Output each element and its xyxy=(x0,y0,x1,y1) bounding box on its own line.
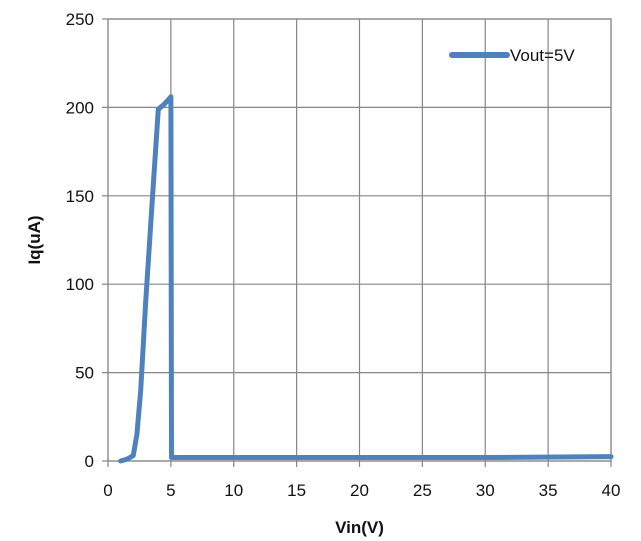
x-tick-label: 35 xyxy=(539,481,558,500)
grid-lines xyxy=(107,18,612,462)
y-tick-label: 0 xyxy=(85,452,94,471)
y-axis-title: Iq(uA) xyxy=(25,215,44,264)
legend-label: Vout=5V xyxy=(510,46,575,65)
x-tick-label: 10 xyxy=(224,481,243,500)
legend: Vout=5V xyxy=(449,46,575,65)
x-tick-label: 5 xyxy=(166,481,175,500)
x-tick-label: 30 xyxy=(476,481,495,500)
y-axis-ticks: 0 50 100 150 200 250 xyxy=(66,10,108,471)
x-tick-label: 15 xyxy=(287,481,306,500)
y-tick-label: 50 xyxy=(75,364,94,383)
x-tick-label: 20 xyxy=(350,481,369,500)
y-tick-label: 100 xyxy=(66,275,94,294)
x-tick-label: 0 xyxy=(103,481,112,500)
x-axis-ticks: 0 5 10 15 20 25 30 35 40 xyxy=(103,461,620,500)
series-group xyxy=(118,94,614,464)
y-tick-label: 250 xyxy=(66,10,94,29)
x-tick-label: 40 xyxy=(602,481,621,500)
y-tick-label: 200 xyxy=(66,98,94,117)
x-tick-label: 25 xyxy=(413,481,432,500)
y-tick-label: 150 xyxy=(66,187,94,206)
series-line xyxy=(118,94,614,464)
x-axis-title: Vin(V) xyxy=(335,518,384,537)
